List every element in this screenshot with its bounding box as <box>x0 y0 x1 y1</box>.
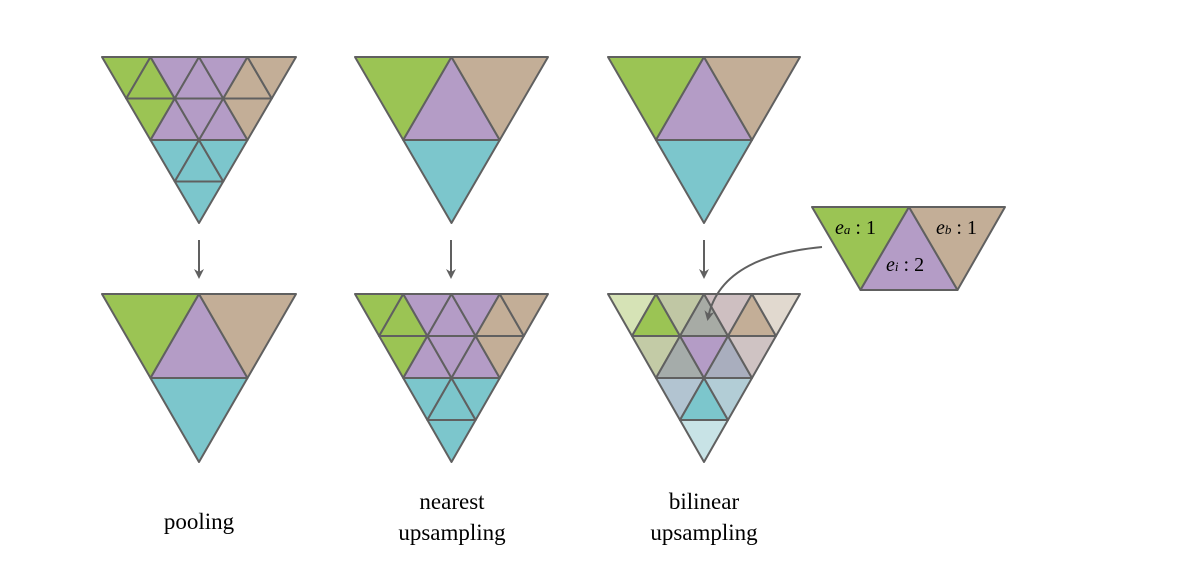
pooling-output-mesh <box>101 293 297 463</box>
mesh-face <box>679 419 729 463</box>
bilinear-weights-inset <box>811 206 1006 291</box>
caption-nearest-upsampling: nearest upsampling <box>352 486 552 548</box>
bilinear-output-mesh <box>607 293 801 463</box>
mesh-face <box>402 139 501 224</box>
caption-bilinear-upsampling: bilinear upsampling <box>604 486 804 548</box>
mesh-face <box>703 377 753 421</box>
nearest-input-mesh <box>354 56 549 224</box>
inset-face-eb <box>908 206 1006 291</box>
weight-label-ea: ea : 1 <box>835 217 876 239</box>
mesh-face <box>703 56 801 141</box>
caption-pooling: pooling <box>99 506 299 537</box>
arrows <box>194 240 823 321</box>
curved-arrow-to-face <box>704 246 823 321</box>
mesh-face <box>751 293 801 337</box>
mesh-face <box>450 377 501 421</box>
mesh-face <box>222 97 273 141</box>
mesh-face <box>198 139 249 183</box>
mesh-face <box>655 139 753 224</box>
caption-line: bilinear <box>668 489 740 514</box>
mesh-face <box>426 419 477 463</box>
bilinear-input-mesh <box>607 56 801 224</box>
mesh-face <box>173 180 225 224</box>
mesh-face <box>727 335 777 379</box>
caption-line: upsampling <box>650 520 758 545</box>
weight-label-ei: ei : 2 <box>886 254 925 276</box>
mesh-face <box>498 293 549 337</box>
mesh-face <box>198 293 297 379</box>
nearest-output-mesh <box>354 293 549 463</box>
caption-line: nearest <box>419 489 485 514</box>
caption-line: pooling <box>163 509 235 534</box>
mesh-face <box>474 335 525 379</box>
weight-label-eb: eb : 1 <box>936 217 977 239</box>
mesh-face <box>450 56 549 141</box>
pooling-input-mesh <box>101 56 297 224</box>
mesh-face <box>149 377 249 463</box>
caption-line: upsampling <box>398 520 506 545</box>
mesh-face <box>246 56 297 100</box>
